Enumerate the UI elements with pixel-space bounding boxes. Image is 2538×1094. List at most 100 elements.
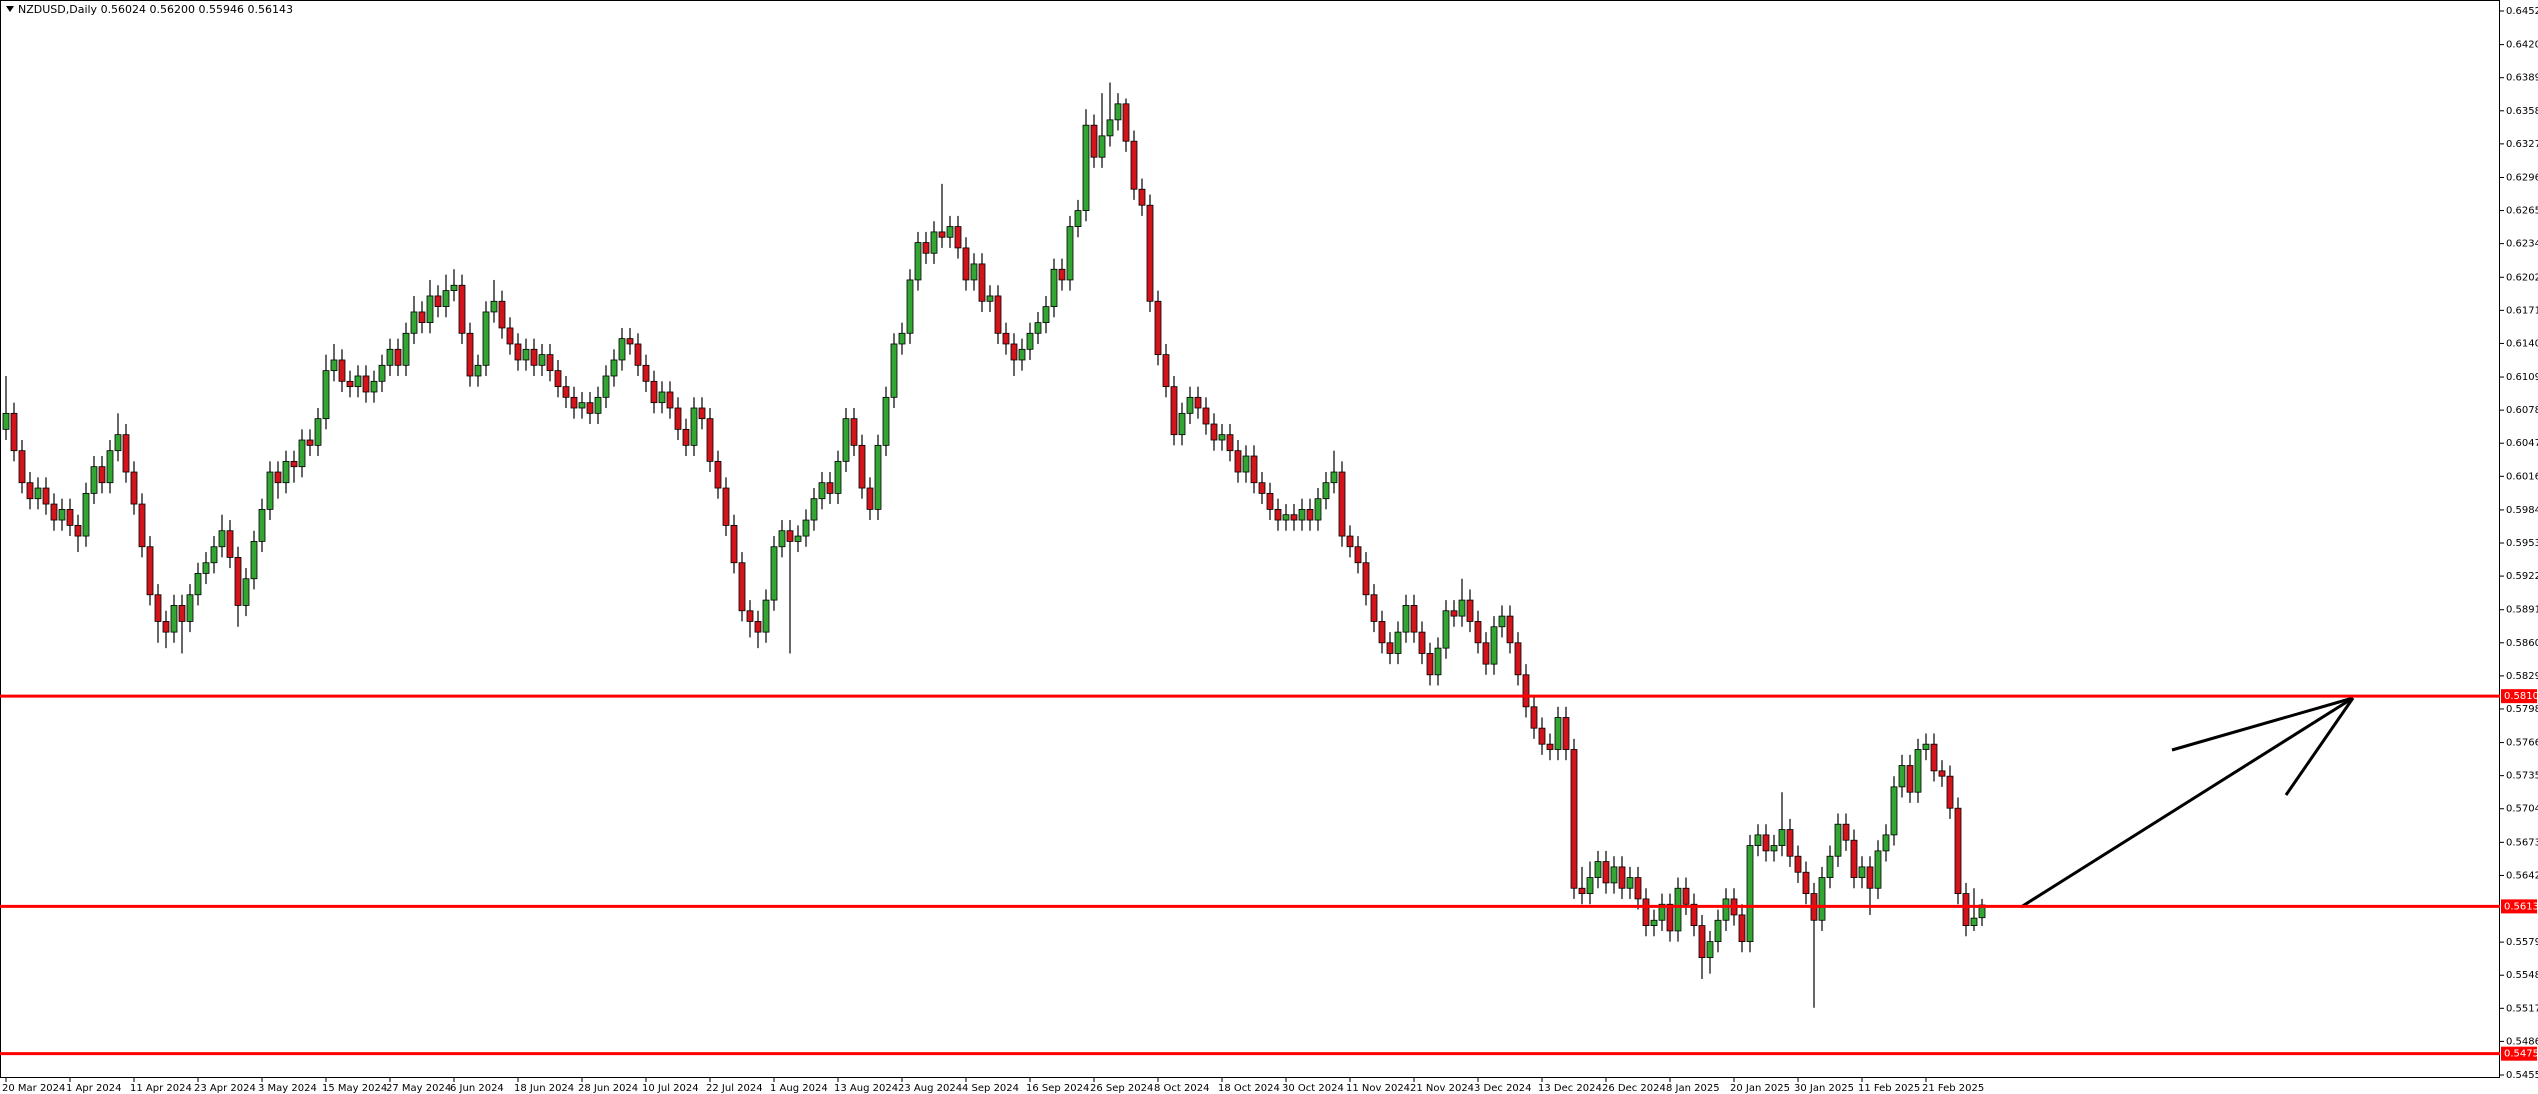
candle-body [98,466,106,484]
candle-body [754,621,762,633]
x-tick-label: 11 Apr 2024 [130,1083,192,1094]
y-tick-label: 0.57355 [2506,771,2538,782]
candle-body [74,524,82,537]
candle-body [722,487,730,526]
candle-body [106,450,114,484]
candle-body [258,508,266,542]
candle-body [978,263,986,302]
candle-body [442,290,450,308]
chart-header: NZDUSD,Daily 0.56024 0.56200 0.55946 0.5… [18,3,293,16]
candle-body [466,332,474,377]
candle-body [18,450,26,484]
candle-body [194,573,202,596]
level-label-box [2501,1046,2537,1061]
candle-body [1034,322,1042,334]
candle-body [746,610,754,622]
candle-body [1578,887,1586,894]
candle-body [418,311,426,324]
candle-body [474,364,482,377]
candle-body [1866,866,1874,889]
candle-body [1642,898,1650,927]
candle-body [1842,823,1850,841]
candle-body [1794,855,1802,873]
candle-body [506,327,514,345]
y-tick-label: 0.59535 [2506,538,2538,549]
y-tick-label: 0.55485 [2506,970,2538,981]
candle-body [1914,749,1922,793]
candle-body [490,300,498,313]
candle-body [186,594,194,622]
candle-body [650,380,658,404]
candle-body [578,402,586,409]
x-tick-label: 23 Apr 2024 [194,1083,256,1094]
y-tick-label: 0.59845 [2506,505,2538,516]
candle-body [818,482,826,500]
candle-body [1818,877,1826,921]
candle-body [282,460,290,484]
candle-body [1482,642,1490,665]
candles [2,82,1986,1008]
candle-body [1202,407,1210,425]
level-label-box [2501,899,2537,914]
candle-body [1658,903,1666,921]
candle-body [1594,861,1602,878]
candle-body [218,530,226,548]
candle-body [1178,412,1186,436]
candle-body [1378,621,1386,644]
candle-body [178,605,186,622]
candle-body [410,311,418,334]
candle-body [1858,866,1866,878]
candle-body [1514,642,1522,676]
candle-body [234,557,242,606]
candle-body [42,487,50,505]
candle-body [1210,423,1218,441]
candle-body [426,295,434,324]
x-tick-label: 10 Jul 2024 [642,1083,699,1094]
candle-body [34,487,42,500]
candle-body [1354,546,1362,564]
y-tick-label: 0.61405 [2506,338,2538,349]
y-tick-label: 0.63585 [2506,106,2538,117]
y-tick-label: 0.55795 [2506,937,2538,948]
candle-body [1634,877,1642,900]
candle-body [1570,749,1578,889]
candle-body [1010,343,1018,361]
candle-body [170,605,178,633]
candle-body [1682,887,1690,905]
candle-body [1962,893,1970,927]
level-label: 0.54750 [2504,1049,2538,1060]
x-tick-label: 21 Feb 2025 [1922,1083,1984,1094]
y-tick-label: 0.54865 [2506,1036,2538,1047]
arrow-head [2171,696,2354,752]
candle-body [1122,103,1130,142]
candle-body [554,370,562,388]
candle-body [866,487,874,510]
x-tick-label: 15 May 2024 [322,1083,387,1094]
x-tick-label: 20 Jan 2025 [1730,1083,1790,1094]
candle-body [1474,621,1482,644]
candle-body [954,226,962,249]
candle-body [1922,743,1930,750]
y-tick-label: 0.64205 [2506,40,2538,51]
candle-body [1826,855,1834,878]
candle-body [602,375,610,398]
candle-body [1194,396,1202,409]
candle-body [1466,599,1474,622]
x-tick-label: 30 Oct 2024 [1282,1083,1344,1094]
candle-body [1530,706,1538,729]
candle-body [930,231,938,254]
candle-body [514,343,522,361]
x-tick-label: 11 Nov 2024 [1346,1083,1410,1094]
candle-body [362,375,370,393]
y-tick-label: 0.62025 [2506,272,2538,283]
candle-body [1018,348,1026,361]
x-tick-label: 28 Jun 2024 [578,1083,638,1094]
candle-body [1882,834,1890,852]
candle-body [482,311,490,366]
candle-body [1538,727,1546,745]
candle-body [1626,877,1634,889]
